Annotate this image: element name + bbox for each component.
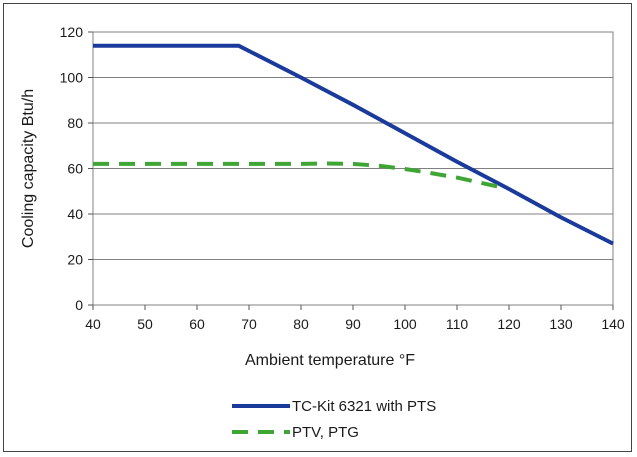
y-tick-label-0: 0 [75, 297, 83, 313]
x-tick-label-130: 130 [549, 316, 573, 332]
y-tick-label-60: 60 [67, 161, 83, 177]
series-lines [93, 43, 614, 246]
x-tick-label-40: 40 [85, 316, 101, 332]
x-tick-label-80: 80 [293, 316, 309, 332]
tick-labels: 0 20 40 60 80 100 120 40 50 60 70 80 90 100 110 120 130 1… [60, 24, 625, 332]
y-tick-label-100: 100 [60, 70, 84, 86]
y-axis-label: Cooling capacity Btu/h [20, 89, 37, 248]
y-tick-label-20: 20 [67, 252, 83, 268]
x-tick-label-70: 70 [241, 316, 257, 332]
y-tick-label-80: 80 [67, 115, 83, 131]
x-tick-label-50: 50 [137, 316, 153, 332]
x-tick-label-60: 60 [189, 316, 205, 332]
y-tick-label-120: 120 [60, 24, 84, 40]
legend: TC-Kit 6321 with PTS PTV, PTG [232, 398, 436, 441]
x-tick-label-120: 120 [497, 316, 521, 332]
y-tick-label-40: 40 [67, 206, 83, 222]
gridlines [93, 31, 613, 260]
x-tick-label-100: 100 [393, 316, 417, 332]
x-tick-label-140: 140 [601, 316, 625, 332]
axes [88, 31, 614, 310]
x-tick-label-90: 90 [345, 316, 361, 332]
legend-label-ptv-ptg: PTV, PTG [292, 424, 359, 441]
series-line-0 [93, 43, 614, 246]
x-axis-label: Ambient temperature °F [245, 352, 415, 369]
legend-label-tc-kit: TC-Kit 6321 with PTS [292, 398, 436, 415]
x-tick-label-110: 110 [446, 316, 469, 332]
series-line-1 [93, 161, 500, 189]
